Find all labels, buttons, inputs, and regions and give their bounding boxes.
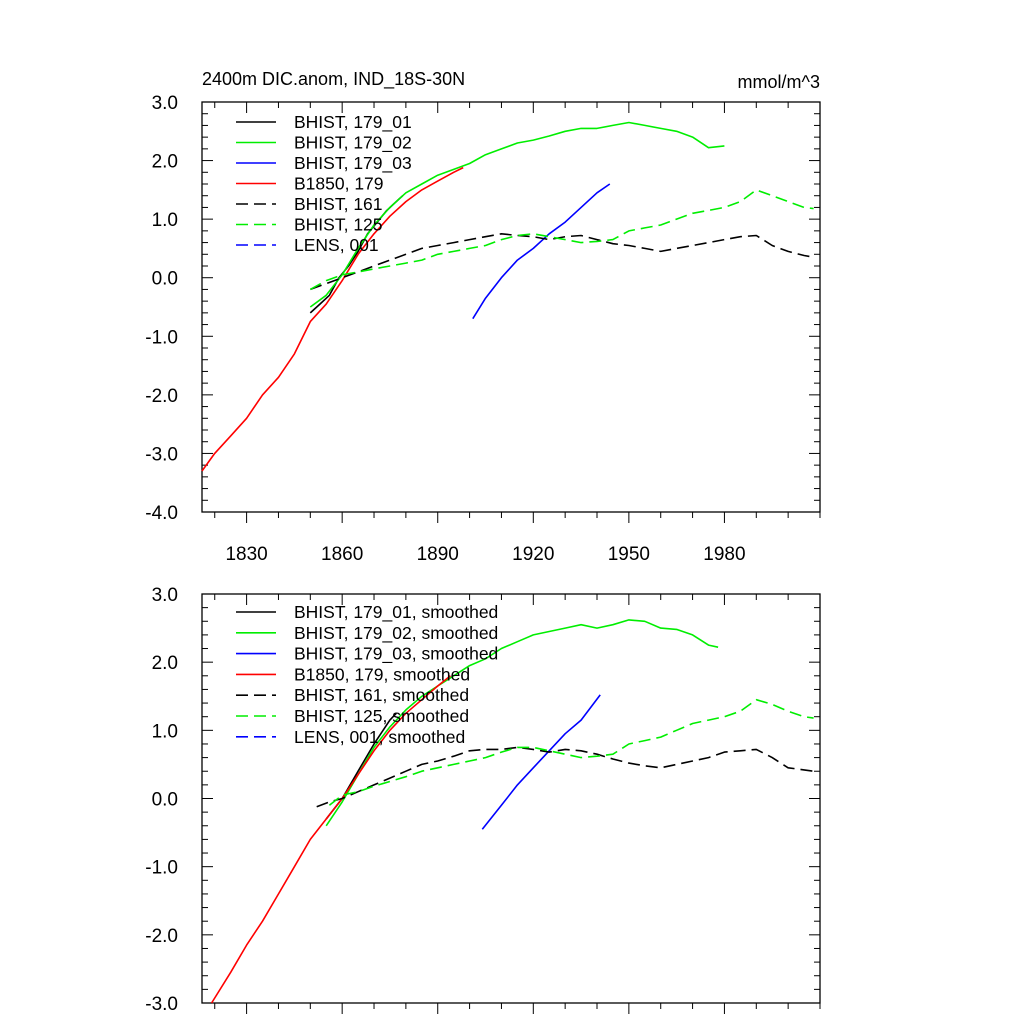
legend-label: BHIST, 179_01, smoothed bbox=[294, 602, 498, 623]
series-line bbox=[328, 698, 814, 806]
legend-label: BHIST, 161 bbox=[294, 194, 383, 214]
legend-label: LENS, 001 bbox=[294, 235, 379, 255]
y-tick-label: -3.0 bbox=[145, 994, 178, 1015]
legend-label: BHIST, 161, smoothed bbox=[294, 685, 469, 705]
y-tick-label: -2.0 bbox=[145, 386, 178, 407]
x-tick-label: 1860 bbox=[321, 544, 363, 565]
legend-label: BHIST, 179_03, smoothed bbox=[294, 644, 498, 665]
legend-label: BHIST, 179_03 bbox=[294, 153, 412, 174]
y-tick-label: -1.0 bbox=[145, 858, 178, 879]
y-tick-label: 0.0 bbox=[152, 269, 178, 290]
y-tick-label: 1.0 bbox=[152, 721, 178, 742]
series-line bbox=[210, 675, 451, 1004]
y-tick-label: 3.0 bbox=[152, 585, 178, 606]
y-tick-label: 0.0 bbox=[152, 790, 178, 811]
legend-label: BHIST, 179_02, smoothed bbox=[294, 623, 498, 644]
y-tick-label: 2.0 bbox=[152, 152, 178, 173]
legend-label: B1850, 179, smoothed bbox=[294, 664, 470, 684]
x-tick-label: 1950 bbox=[608, 544, 650, 565]
units-label: mmol/m^3 bbox=[738, 72, 820, 92]
plot-frame bbox=[201, 101, 821, 513]
y-tick-label: -4.0 bbox=[145, 503, 178, 524]
x-tick-label: 1920 bbox=[512, 544, 554, 565]
x-tick-label: 1980 bbox=[703, 544, 745, 565]
legend-label: LENS, 001, smoothed bbox=[294, 727, 465, 747]
y-tick-label: 3.0 bbox=[152, 93, 178, 114]
series-line bbox=[481, 694, 601, 830]
chart-title: 2400m DIC.anom, IND_18S-30N bbox=[202, 69, 465, 90]
y-tick-label: 2.0 bbox=[152, 653, 178, 674]
legend-label: B1850, 179 bbox=[294, 174, 384, 194]
x-tick-label: 1830 bbox=[225, 544, 267, 565]
legend-label: BHIST, 179_02 bbox=[294, 133, 412, 154]
legend-label: BHIST, 125 bbox=[294, 215, 383, 235]
series-line bbox=[309, 121, 725, 308]
bottom-panel: -3.0 -2.0 -1.0 0.0 1.0 2.0 3.0 BHIST, 179_01, s… bbox=[145, 585, 821, 1015]
series-line bbox=[310, 233, 814, 291]
series-line bbox=[325, 619, 719, 827]
x-tick-label: 1890 bbox=[417, 544, 459, 565]
y-tick-label: 1.0 bbox=[152, 210, 178, 231]
top-panel: -4.0 -3.0 -2.0 -1.0 0.0 1.0 2.0 3.0 1830 1860 1890… bbox=[145, 93, 821, 565]
y-tick-label: -3.0 bbox=[145, 444, 178, 465]
y-tick-label: -1.0 bbox=[145, 327, 178, 348]
series-line bbox=[472, 183, 611, 320]
series-line bbox=[201, 166, 464, 472]
series-line bbox=[316, 746, 814, 808]
legend-label: BHIST, 179_01 bbox=[294, 112, 412, 133]
y-tick-label: -2.0 bbox=[145, 926, 178, 947]
series-line bbox=[309, 189, 814, 291]
legend-label: BHIST, 125, smoothed bbox=[294, 706, 469, 726]
